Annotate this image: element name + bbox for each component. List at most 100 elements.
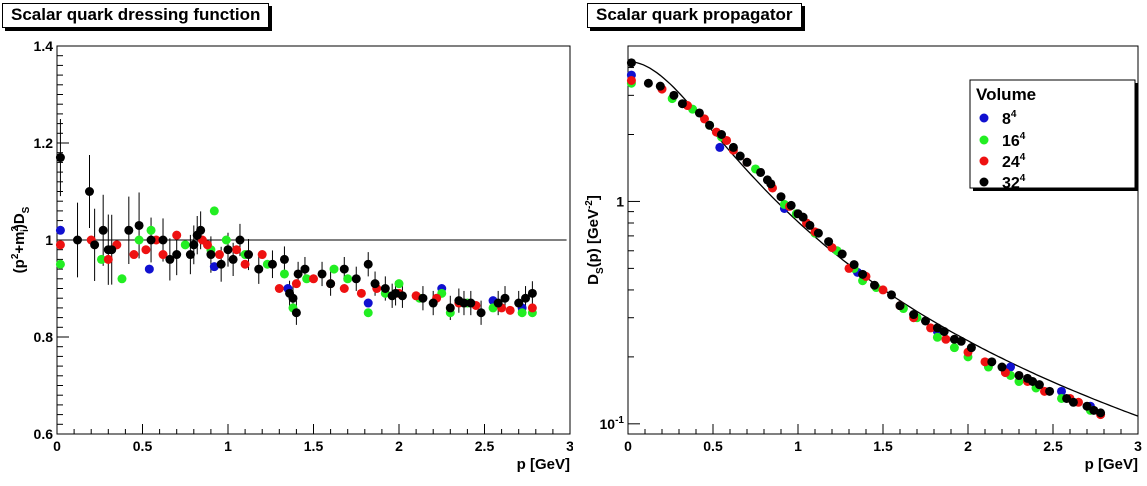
legend-entry-2: 244 bbox=[979, 152, 1026, 171]
legend-label-32: 324 bbox=[1002, 173, 1026, 192]
right-data-point bbox=[1014, 370, 1024, 380]
right-data-point bbox=[1089, 405, 1099, 415]
right-data-point bbox=[643, 78, 653, 88]
right-data-point bbox=[705, 120, 715, 130]
left-data-point bbox=[326, 279, 336, 289]
right-data-point bbox=[694, 108, 704, 118]
right-data-point bbox=[949, 334, 959, 344]
right-data-point bbox=[742, 157, 752, 167]
left-data-point bbox=[279, 269, 289, 279]
right-axes-layer: 0 0.5 1 1.5 2 2.5 3 1 10-1 bbox=[600, 45, 1142, 454]
left-data-point bbox=[209, 262, 219, 272]
right-data-point bbox=[1062, 393, 1072, 403]
legend-marker-8 bbox=[979, 113, 989, 123]
left-data-point bbox=[223, 245, 233, 255]
left-x-tick-label: 0 bbox=[53, 438, 61, 454]
left-data-point bbox=[339, 264, 349, 274]
left-data-point bbox=[428, 298, 438, 308]
left-data-point bbox=[279, 254, 289, 264]
right-x-tick-label: 2 bbox=[964, 438, 972, 454]
left-data-point bbox=[235, 235, 245, 245]
left-data-point bbox=[476, 308, 486, 318]
right-data-point bbox=[626, 75, 636, 85]
legend-marker-24 bbox=[979, 156, 989, 166]
left-data-point bbox=[55, 225, 65, 235]
right-data-point bbox=[700, 114, 709, 124]
right-data-point bbox=[1034, 380, 1044, 390]
left-x-axis-label: p [GeV] bbox=[517, 456, 570, 473]
left-data-point bbox=[129, 250, 139, 260]
left-data-point bbox=[103, 254, 113, 264]
left-data-point bbox=[363, 308, 373, 318]
right-data-point bbox=[728, 142, 738, 152]
left-data-point bbox=[363, 298, 373, 308]
right-points-layer bbox=[626, 58, 1106, 420]
right-data-point bbox=[932, 332, 942, 342]
left-data-point bbox=[146, 225, 156, 235]
left-x-tick-label: 2.5 bbox=[475, 438, 495, 454]
left-data-point bbox=[291, 279, 301, 289]
legend-marker-32 bbox=[979, 177, 989, 187]
left-y-tick-label: 0.8 bbox=[34, 329, 54, 345]
left-data-point bbox=[300, 264, 310, 274]
left-axes-layer: 0 0.5 1 1.5 2 2.5 3 0.6 0.8 1 1.2 1.4 bbox=[34, 38, 575, 454]
left-data-point bbox=[411, 291, 421, 301]
left-data-point bbox=[288, 293, 298, 303]
left-chart-title: Scalar quark dressing function bbox=[2, 3, 270, 28]
legend-label-24: 244 bbox=[1002, 152, 1026, 171]
right-data-point bbox=[1028, 376, 1038, 386]
left-x-tick-label: 2 bbox=[395, 438, 403, 454]
right-x-tick-label: 0 bbox=[624, 438, 632, 454]
right-data-point bbox=[858, 269, 868, 279]
legend-label-8: 84 bbox=[1002, 109, 1017, 128]
left-y-tick-label: 1.4 bbox=[34, 38, 54, 54]
right-x-tick-label: 1 bbox=[794, 438, 802, 454]
left-x-tick-label: 1 bbox=[224, 438, 232, 454]
right-data-point bbox=[1082, 401, 1092, 411]
right-data-point bbox=[1045, 386, 1055, 396]
left-data-point bbox=[351, 274, 361, 284]
left-data-point bbox=[370, 279, 380, 289]
right-data-point bbox=[849, 260, 859, 270]
right-data-point bbox=[786, 200, 796, 210]
right-data-point bbox=[1096, 408, 1106, 418]
right-data-point bbox=[677, 99, 687, 109]
left-data-point bbox=[214, 250, 224, 260]
right-data-point bbox=[939, 327, 949, 337]
left-data-point bbox=[228, 254, 238, 264]
right-data-point bbox=[756, 167, 766, 177]
left-data-point bbox=[418, 293, 428, 303]
right-data-point bbox=[824, 237, 834, 247]
right-x-tick-label: 3 bbox=[1134, 438, 1142, 454]
right-data-point bbox=[997, 362, 1007, 372]
left-data-point bbox=[391, 288, 401, 298]
left-data-point bbox=[257, 250, 267, 260]
left-data-point bbox=[134, 235, 144, 245]
left-chart-panel: Scalar quark dressing function 0 0.5 1 1.5 2… bbox=[0, 0, 575, 481]
left-data-point bbox=[180, 240, 190, 250]
right-data-point bbox=[1057, 386, 1066, 396]
left-data-point bbox=[172, 230, 182, 240]
left-data-point bbox=[505, 305, 515, 315]
left-data-point bbox=[267, 259, 277, 269]
right-data-point bbox=[941, 334, 951, 344]
left-data-point bbox=[55, 240, 65, 250]
right-data-point bbox=[909, 310, 919, 320]
right-data-point bbox=[655, 81, 665, 91]
right-data-point bbox=[837, 249, 847, 259]
left-data-point bbox=[329, 264, 339, 274]
left-data-point bbox=[343, 274, 353, 284]
right-data-point bbox=[870, 280, 879, 290]
left-data-point bbox=[98, 225, 108, 235]
left-data-point bbox=[291, 308, 301, 318]
left-chart-svg: 0 0.5 1 1.5 2 2.5 3 0.6 0.8 1 1.2 1.4 p [GeV] (p2+m… bbox=[10, 38, 575, 473]
left-data-point bbox=[134, 220, 144, 230]
left-errorbar-layer bbox=[59, 118, 533, 325]
left-data-point bbox=[356, 288, 366, 298]
left-data-point bbox=[165, 254, 175, 264]
right-y-tick-label: 10-1 bbox=[600, 415, 625, 432]
legend-box bbox=[969, 79, 1136, 189]
right-data-point bbox=[776, 192, 786, 202]
right-data-point bbox=[949, 343, 959, 353]
left-data-point bbox=[158, 250, 168, 260]
